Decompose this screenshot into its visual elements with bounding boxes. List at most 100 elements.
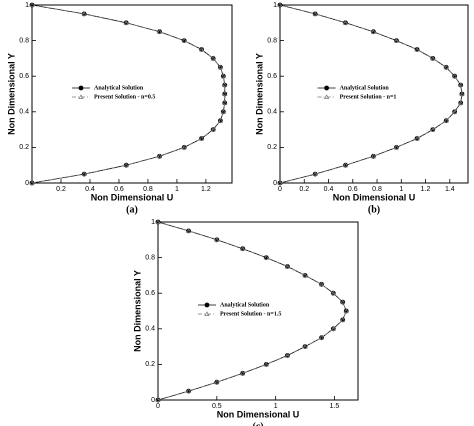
data-point xyxy=(210,126,216,132)
data-point xyxy=(340,299,346,305)
plot-frame xyxy=(157,221,359,401)
y-tick-label: 0.2 xyxy=(145,361,155,368)
x-tick-label: 1 xyxy=(274,403,278,410)
panel-label: (b) xyxy=(368,204,380,215)
x-tick-label: 0.6 xyxy=(348,186,358,193)
data-point xyxy=(263,362,269,367)
data-point xyxy=(394,145,399,150)
data-point xyxy=(302,343,308,349)
data-point xyxy=(220,73,226,79)
data-point xyxy=(217,117,224,123)
data-point xyxy=(185,388,192,394)
data-point xyxy=(181,37,187,43)
y-tick-label: 0.2 xyxy=(267,144,277,151)
data-point xyxy=(340,317,346,322)
plot-frame xyxy=(31,4,233,184)
data-point xyxy=(277,2,283,7)
x-tick-label: 0.4 xyxy=(85,186,95,193)
legend-marker xyxy=(204,302,210,308)
data-point xyxy=(123,162,129,168)
x-tick-label: 1.4 xyxy=(445,186,455,193)
y-tick-label: 0.2 xyxy=(19,144,29,151)
data-point xyxy=(277,180,283,185)
data-point xyxy=(458,82,464,88)
y-tick-label: 0.8 xyxy=(267,37,277,44)
y-tick-label: 0.4 xyxy=(145,326,155,333)
data-point xyxy=(343,308,349,314)
x-tick-label: 0.2 xyxy=(56,186,66,193)
x-tick-label: 1 xyxy=(399,186,403,193)
data-point xyxy=(155,397,161,402)
data-point xyxy=(370,153,376,159)
data-point xyxy=(155,219,161,224)
data-point xyxy=(443,117,449,123)
data-point xyxy=(343,162,348,168)
data-point xyxy=(214,379,220,385)
y-tick-label: 0.6 xyxy=(19,73,29,80)
data-point xyxy=(277,2,283,8)
legend-label: Present Solution - n=0.5 xyxy=(94,94,155,100)
data-point xyxy=(318,334,325,340)
data-point xyxy=(198,135,205,141)
data-point xyxy=(330,326,336,331)
data-point xyxy=(342,162,349,168)
x-axis-title: Non Dimensional U xyxy=(91,192,174,202)
data-point xyxy=(443,64,449,70)
data-point xyxy=(312,11,318,16)
data-point xyxy=(185,228,192,233)
data-point xyxy=(240,370,246,376)
data-point xyxy=(214,379,220,385)
data-point xyxy=(459,91,465,96)
data-point xyxy=(343,308,349,313)
data-point xyxy=(186,388,191,394)
data-point xyxy=(370,28,376,34)
x-tick-label: 1.2 xyxy=(201,186,211,193)
data-point xyxy=(414,46,420,52)
x-tick-label: 1 xyxy=(175,186,179,193)
data-point xyxy=(414,135,420,141)
x-axis-title: Non Dimensional U xyxy=(217,409,300,419)
data-point xyxy=(430,126,436,132)
data-point xyxy=(222,91,228,96)
data-point xyxy=(157,153,162,159)
x-tick-label: 0.8 xyxy=(372,186,382,193)
x-tick-label: 0 xyxy=(156,403,160,410)
data-point xyxy=(342,20,349,25)
data-point xyxy=(452,109,458,114)
data-point xyxy=(220,109,226,115)
data-point xyxy=(302,273,308,278)
data-point xyxy=(458,100,464,105)
data-point xyxy=(214,237,220,242)
data-point xyxy=(263,254,269,260)
y-tick-label: 0.8 xyxy=(19,37,29,44)
legend-label: Analytical Solution xyxy=(94,85,144,91)
data-point xyxy=(312,171,318,177)
data-point xyxy=(156,153,163,159)
data-point xyxy=(284,352,291,358)
data-point xyxy=(156,28,163,34)
legend-marker xyxy=(324,94,330,99)
data-point xyxy=(81,11,87,16)
data-point xyxy=(319,281,324,287)
y-axis-title: Non Dimensional Y xyxy=(132,270,142,352)
data-point xyxy=(222,82,228,88)
data-point xyxy=(240,245,246,251)
legend-marker xyxy=(78,85,84,91)
data-point xyxy=(452,73,458,79)
series-line xyxy=(279,4,463,184)
y-tick-label: 0.6 xyxy=(267,73,277,80)
x-tick-label: 0 xyxy=(278,186,282,193)
x-tick-label: 0.5 xyxy=(212,403,222,410)
y-axis-title: Non Dimensional Y xyxy=(6,53,16,135)
data-point xyxy=(393,37,400,43)
data-point xyxy=(220,109,226,114)
y-tick-label: 1 xyxy=(151,219,155,226)
data-point xyxy=(330,290,336,296)
panel-label: (a) xyxy=(126,204,138,215)
data-point xyxy=(210,56,216,61)
x-axis-title: Non Dimensional U xyxy=(333,192,416,202)
legend-label: Present Solution - n=1 xyxy=(340,94,397,100)
data-point xyxy=(318,281,325,287)
data-point xyxy=(222,82,228,88)
